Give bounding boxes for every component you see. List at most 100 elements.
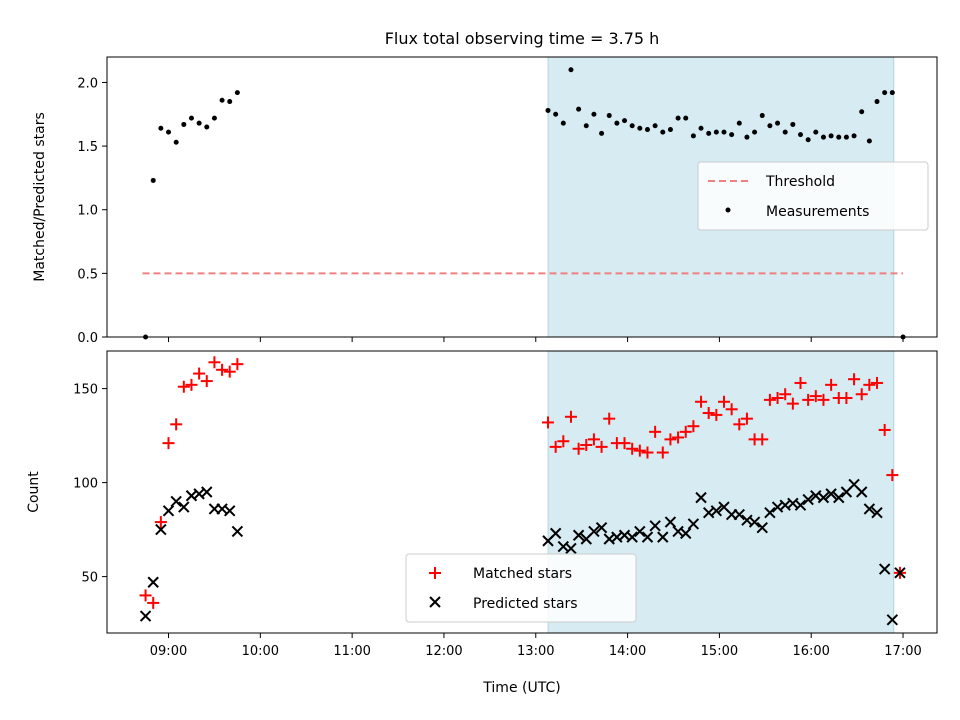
- predicted-star-point: [710, 505, 723, 517]
- measurement-point: [828, 133, 834, 139]
- legend-threshold-label: Threshold: [765, 174, 835, 190]
- matched-star-point: [557, 435, 570, 448]
- measurement-point: [843, 134, 849, 140]
- measurement-point: [576, 106, 582, 112]
- matched-star-point: [840, 392, 853, 404]
- predicted-star-point: [657, 531, 669, 543]
- matched-star-point: [878, 423, 891, 436]
- x-tick-label: 12:00: [425, 644, 462, 659]
- measurement-point: [568, 67, 574, 73]
- y-tick-label: 150: [73, 383, 98, 398]
- predicted-star-point: [155, 523, 167, 536]
- measurement-point: [150, 177, 156, 183]
- measurement-point: [545, 107, 551, 113]
- matched-star-point: [863, 378, 876, 391]
- measurement-point: [859, 109, 865, 115]
- matched-star-point: [672, 431, 685, 444]
- y-tick-label: 1.5: [77, 140, 98, 155]
- matched-star-point: [549, 440, 562, 453]
- matched-star-point: [695, 395, 708, 408]
- measurement-point: [882, 90, 888, 96]
- matched-star-point: [756, 433, 769, 446]
- ratio-plot-marks: [142, 67, 906, 340]
- matched-star-point: [702, 407, 715, 420]
- matched-star-point: [162, 437, 175, 450]
- matched-star-point: [771, 392, 784, 404]
- matched-star-point: [710, 408, 723, 421]
- matched-star-point: [763, 393, 776, 406]
- measurement-point: [219, 97, 225, 103]
- predicted-star-point: [764, 506, 776, 519]
- measurement-point: [652, 123, 658, 129]
- counts-x-ticks: 09:00 10:00 11:00 12:00 13:00 14:00 15:00 16:00…: [150, 633, 922, 659]
- predicted-star-point: [894, 567, 906, 579]
- measurement-point: [599, 130, 605, 136]
- measurement-point: [188, 115, 194, 121]
- measurement-point: [713, 129, 719, 135]
- measurement-point: [813, 129, 819, 135]
- matched-star-point: [740, 412, 753, 425]
- measurement-point: [790, 121, 796, 127]
- measurement-point: [836, 134, 842, 140]
- y-tick-label: 50: [81, 571, 98, 586]
- measurement-point: [752, 129, 758, 135]
- measurement-point: [158, 125, 164, 131]
- measurement-point: [211, 115, 217, 121]
- matched-star-point: [786, 397, 799, 410]
- x-tick-label: 17:00: [884, 644, 921, 659]
- measurement-point: [181, 121, 187, 127]
- predicted-star-point: [231, 525, 244, 538]
- predicted-star-point: [649, 520, 661, 532]
- predicted-star-point: [794, 499, 807, 511]
- predicted-star-point: [680, 527, 692, 540]
- predicted-star-point: [634, 525, 646, 538]
- matched-star-point: [809, 390, 822, 403]
- measurement-point: [606, 113, 612, 119]
- legend-measurements-swatch: [725, 207, 731, 213]
- matched-star-point: [641, 446, 654, 459]
- matched-star-point: [139, 589, 152, 602]
- matched-star-point: [848, 373, 861, 386]
- predicted-star-point: [139, 610, 152, 622]
- measurement-point: [227, 99, 233, 105]
- predicted-star-point: [687, 518, 700, 530]
- x-tick-label: 16:00: [792, 644, 829, 659]
- matched-star-point: [216, 363, 229, 376]
- predicted-star-point: [664, 516, 677, 528]
- matched-star-point: [170, 418, 183, 431]
- ratio-y-ticks: 0.0 0.5 1.0 1.5 2.0: [77, 76, 107, 346]
- measurement-point: [698, 125, 704, 131]
- measurement-point: [736, 120, 742, 126]
- predicted-star-point: [626, 531, 638, 543]
- predicted-star-point: [733, 508, 746, 521]
- legend-matched-swatch: [429, 567, 441, 579]
- measurement-point: [767, 123, 773, 129]
- ratio-legend: Threshold Measurements: [697, 161, 929, 231]
- measurement-point: [660, 129, 666, 135]
- predicted-star-point: [224, 505, 236, 517]
- x-tick-label: 09:00: [150, 644, 187, 659]
- matched-star-point: [779, 388, 792, 401]
- ratio-panel: 0.00.51.01.52.0 Matched/Predicted stars …: [32, 56, 938, 346]
- predicted-star-point: [588, 525, 600, 538]
- y-tick-label: 2.0: [77, 76, 98, 91]
- matched-star-point: [580, 439, 593, 451]
- predicted-star-point: [572, 529, 585, 541]
- counts-panel: 50 100 150 09:00 10:00 11:00 12:00 13:00 14:00 1…: [26, 350, 938, 696]
- predicted-star-point: [162, 505, 175, 517]
- matched-star-point: [817, 393, 830, 406]
- measurement-point: [874, 99, 880, 105]
- matched-star-point: [185, 378, 198, 391]
- matched-star-point: [664, 433, 677, 446]
- matched-star-point: [825, 378, 838, 391]
- predicted-star-point: [170, 495, 182, 508]
- measurement-point: [644, 127, 650, 133]
- measurement-point: [706, 130, 712, 136]
- measurement-point: [675, 115, 681, 121]
- matched-star-point: [679, 425, 692, 438]
- matched-star-point: [154, 516, 167, 529]
- matched-star-point: [633, 444, 646, 457]
- matched-star-point: [649, 425, 662, 438]
- measurement-point: [721, 129, 727, 135]
- measurement-point: [805, 137, 811, 143]
